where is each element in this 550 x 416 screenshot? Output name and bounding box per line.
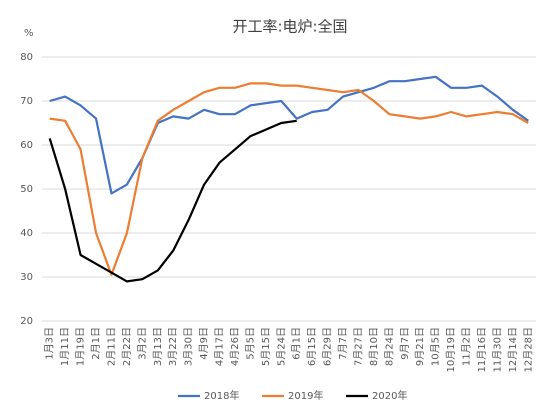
x-tick-label: 7月7日 [337,327,349,360]
x-tick-label: 5月5日 [244,327,256,360]
x-tick-label: 2月22日 [121,327,133,366]
x-tick-label: 9月7日 [399,327,411,360]
x-tick-label: 7月27日 [352,327,364,366]
x-tick-label: 3月13日 [152,327,164,366]
y-tick-label: 60 [20,140,33,151]
series-line [48,119,297,283]
y-tick-label: 40 [20,228,33,239]
x-tick-label: 3月30日 [183,327,195,366]
x-tick-label: 10月5日 [430,327,442,366]
x-tick-label: 4月17日 [214,327,226,366]
x-tick-label: 11月16日 [476,327,488,372]
series-line [49,75,529,195]
x-tick-label: 2月11日 [105,327,117,366]
x-tick-label: 11月2日 [461,327,473,366]
y-tick-label: 80 [20,52,33,63]
x-tick-label: 5月15日 [260,327,272,366]
x-tick-label: 2月1日 [90,327,102,360]
x-tick-label: 8月10日 [368,327,380,366]
x-tick-label: 6月15日 [306,327,318,366]
x-tick-label: 6月1日 [291,327,303,360]
x-tick-label: 12月14日 [507,327,519,372]
legend-label: 2020年 [372,389,407,402]
x-tick-label: 10月19日 [445,327,457,372]
x-tick-label: 4月26日 [229,327,241,366]
x-tick-label: 1月19日 [75,327,87,366]
chart-title: 开工率:电炉:全国 [232,18,347,36]
x-tick-label: 4月9日 [198,327,210,360]
y-axis-label: % [24,28,34,39]
series-line [49,82,529,276]
y-tick-label: 20 [20,316,33,327]
x-tick-label: 6月29日 [322,327,334,366]
x-tick-label: 5月24日 [275,327,287,366]
x-tick-label: 12月28日 [522,327,534,372]
x-tick-label: 9月21日 [414,327,426,366]
x-tick-label: 1月11日 [59,327,71,366]
x-tick-label: 11月30日 [491,327,503,372]
legend-label: 2018年 [204,389,239,402]
y-tick-label: 70 [20,96,33,107]
y-tick-label: 50 [20,184,33,195]
x-tick-label: 3月22日 [167,327,179,366]
y-tick-label: 30 [20,272,33,283]
legend-label: 2019年 [288,389,323,402]
x-tick-label: 1月3日 [44,327,56,360]
x-tick-label: 3月2日 [136,327,148,360]
x-tick-label: 8月24日 [383,327,395,366]
